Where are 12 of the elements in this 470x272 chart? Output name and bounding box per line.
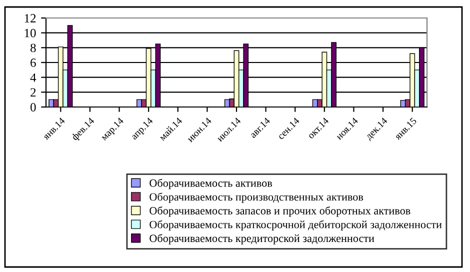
y-tick-label: 0 [30,103,36,112]
legend-label: Оборачиваемость запасов и прочих оборотных активов [150,206,410,217]
legend-label: Оборачиваемость активов [150,178,272,190]
y-tick-label: 8 [30,44,36,52]
y-tick-label: 6 [30,58,36,67]
y-tick-label: 12 [24,14,36,22]
legend-label: Оборачиваемость краткосрочной дебиторской задолженности [150,220,442,231]
y-tick-label: 10 [24,28,36,38]
y-tick-label: 4 [30,73,36,82]
y-tick-label: 2 [30,88,36,97]
legend-label: Оборачиваемость кредиторской задолженности [150,234,374,244]
legend-label: Оборачиваемость производственных активов [150,192,364,203]
